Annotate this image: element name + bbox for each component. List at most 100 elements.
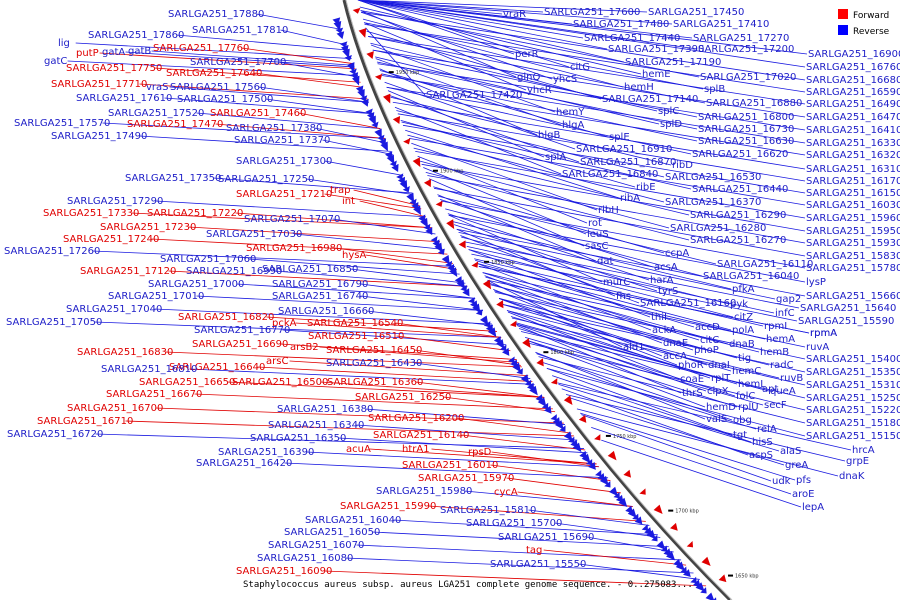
connector-line	[356, 424, 578, 441]
gene-label: SARLGA251_16690	[192, 339, 288, 350]
gene-label: SARLGA251_15150	[806, 431, 900, 442]
connector-line	[425, 171, 690, 241]
gene-label: leuS	[587, 229, 609, 240]
connector-line	[357, 0, 608, 50]
forward-feature-arrow	[403, 138, 411, 145]
gene-label: ccpA	[665, 248, 689, 259]
connector-line	[151, 238, 448, 255]
connector-line	[381, 73, 698, 142]
scale-tick-label: 1850 kbp	[491, 260, 515, 266]
connector-line	[357, 0, 625, 63]
gene-label: gatC	[44, 56, 67, 67]
gene-label: SARLGA251_16730	[698, 124, 794, 135]
forward-feature-arrow	[458, 240, 466, 249]
gene-label: SARLGA251_16030	[806, 200, 900, 211]
gene-label: tig	[738, 353, 751, 364]
reverse-feature-arrow	[550, 414, 557, 421]
connector-line	[431, 448, 597, 465]
connector-line	[586, 536, 674, 553]
connector-line	[372, 49, 698, 118]
gene-label: SARLGA251_17040	[66, 304, 162, 315]
gene-label: vraR	[503, 9, 526, 20]
gene-label: SARLGA251_17230	[100, 222, 196, 233]
scale-tick-label: 1900 kbp	[440, 169, 464, 175]
connector-line	[581, 414, 772, 482]
gene-label: SARLGA251_16710	[37, 416, 133, 427]
connector-line	[405, 129, 620, 199]
gene-label: SARLGA251_16990	[186, 266, 282, 277]
gene-label: SARLGA251_16760	[806, 62, 900, 73]
gene-label: splE	[609, 132, 630, 143]
forward-feature-arrow	[536, 358, 544, 367]
connector-line	[414, 362, 531, 379]
gene-label: phoP	[694, 345, 719, 356]
reverse-feature-arrow	[713, 597, 717, 600]
reverse-feature-arrow	[456, 279, 465, 290]
reverse-feature-arrow	[627, 508, 637, 518]
connector-line	[387, 90, 545, 158]
connector-line	[434, 187, 806, 257]
gene-label: SARLGA251_17750	[66, 63, 162, 74]
gene-label: fhs	[616, 291, 631, 302]
gene-label: SARLGA251_16320	[806, 150, 900, 161]
forward-feature-arrow	[550, 378, 558, 385]
gene-label: murC	[603, 277, 630, 288]
reverse-feature-arrow	[368, 115, 376, 126]
gene-label: SARLGA251_16540	[307, 318, 403, 329]
reverse-feature-arrow	[441, 254, 450, 265]
reverse-feature-arrow	[581, 453, 591, 464]
gene-label: SARLGA251_16330	[806, 138, 900, 149]
gene-label: gatA	[102, 47, 125, 58]
gene-label: clpX	[707, 386, 729, 397]
reverse-feature-arrow	[374, 128, 382, 139]
connector-line	[543, 549, 687, 566]
connector-line	[395, 322, 502, 338]
connector-line	[419, 160, 670, 229]
connector-line	[414, 349, 521, 366]
connector-line	[274, 270, 468, 287]
gene-label: SARLGA251_17470	[127, 119, 223, 130]
forward-feature-arrow	[482, 279, 492, 290]
gene-label: SARLGA251_16500	[232, 377, 328, 388]
gene-label: SARLGA251_16160	[640, 298, 736, 309]
gene-label: ribA	[620, 193, 640, 204]
connector-line	[368, 36, 706, 104]
connector-line	[396, 335, 511, 352]
reverse-feature-arrow	[502, 347, 510, 356]
connector-line	[381, 75, 806, 144]
gene-label: radC	[770, 360, 794, 371]
forward-feature-arrow	[392, 115, 401, 124]
gene-label: SARLGA251_16910	[576, 144, 672, 155]
reverse-feature-arrow	[604, 481, 611, 488]
reverse-feature-arrow	[524, 379, 532, 387]
connector-line	[528, 509, 650, 526]
gene-label: SARLGA251_17370	[234, 135, 330, 146]
gene-label: SARLGA251_15220	[806, 405, 900, 416]
gene-label: SARLGA251_15590	[798, 316, 894, 327]
gene-label: SARLGA251_16390	[218, 447, 314, 458]
gene-label: SARLGA251_15180	[806, 418, 900, 429]
gene-label: dat	[597, 256, 613, 267]
legend-label-forward: Forward	[853, 11, 889, 21]
gene-label: SARLGA251_16250	[355, 392, 451, 403]
gene-label: SARLGA251_17600	[544, 7, 640, 18]
scale-tick-mark	[484, 260, 490, 263]
reverse-feature-arrow	[389, 160, 397, 167]
gene-label: SARLGA251_15550	[490, 559, 586, 570]
connector-line	[357, 0, 673, 25]
gene-label: SARLGA251_16050	[284, 527, 380, 538]
reverse-feature-arrow	[361, 98, 369, 107]
forward-feature-arrow	[446, 219, 455, 230]
forward-feature-arrow	[639, 488, 646, 495]
gene-label: SARLGA251_17210	[236, 189, 332, 200]
connector-line	[408, 137, 806, 206]
reverse-feature-arrow	[588, 461, 596, 470]
reverse-feature-arrow	[399, 180, 408, 190]
reverse-feature-arrow	[705, 592, 715, 600]
connector-line	[282, 329, 507, 346]
connector-line	[487, 279, 806, 348]
connector-line	[368, 36, 806, 105]
gene-label: SARLGA251_15350	[806, 367, 900, 378]
forward-feature-arrow	[435, 200, 443, 207]
connector-line	[322, 139, 393, 156]
